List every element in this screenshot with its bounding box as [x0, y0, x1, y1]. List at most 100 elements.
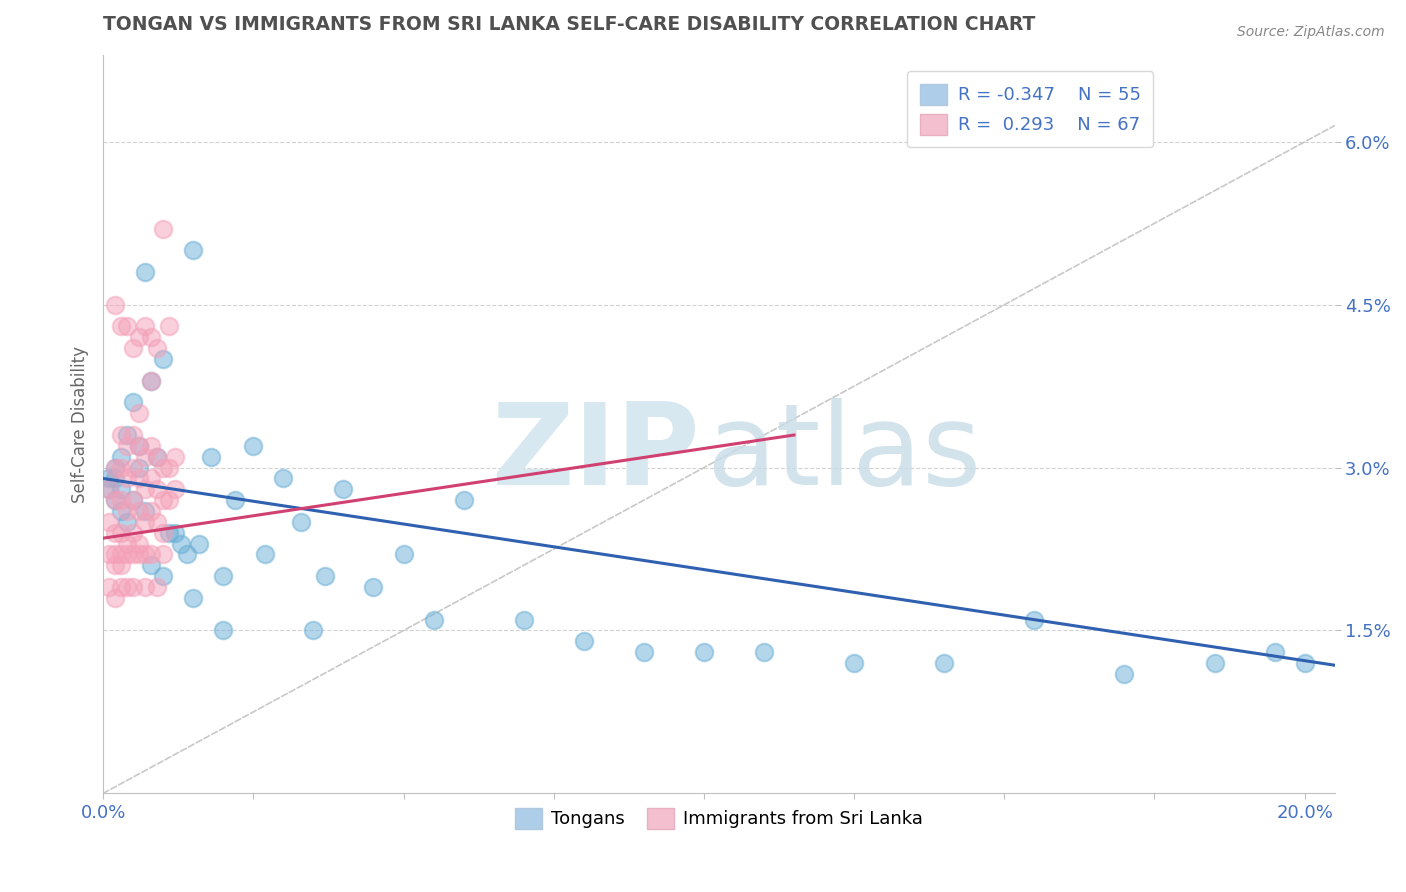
Point: [98, 515, 121, 529]
Point: [152, 221, 174, 235]
Point: [752, 645, 775, 659]
Point: [242, 439, 264, 453]
Point: [141, 548, 163, 562]
Point: [115, 319, 138, 334]
Point: [188, 536, 211, 550]
Point: [170, 536, 193, 550]
Point: [332, 483, 354, 497]
Point: [200, 450, 222, 464]
Point: [134, 450, 156, 464]
Point: [392, 548, 415, 562]
Point: [141, 558, 163, 573]
Point: [453, 493, 475, 508]
Point: [122, 548, 145, 562]
Point: [104, 460, 127, 475]
Text: ZIP: ZIP: [492, 398, 700, 509]
Point: [146, 450, 169, 464]
Point: [104, 548, 127, 562]
Point: [134, 580, 156, 594]
Y-axis label: Self-Care Disability: Self-Care Disability: [72, 346, 89, 503]
Point: [512, 613, 534, 627]
Point: [1114, 667, 1136, 681]
Point: [128, 471, 150, 485]
Point: [141, 374, 163, 388]
Point: [273, 471, 295, 485]
Point: [104, 591, 127, 605]
Point: [98, 483, 121, 497]
Point: [110, 483, 132, 497]
Point: [128, 439, 150, 453]
Text: atlas: atlas: [707, 398, 981, 509]
Point: [181, 591, 204, 605]
Point: [115, 439, 138, 453]
Point: [165, 525, 187, 540]
Point: [152, 525, 174, 540]
Point: [134, 515, 156, 529]
Point: [128, 439, 150, 453]
Point: [122, 525, 145, 540]
Point: [104, 558, 127, 573]
Point: [122, 580, 145, 594]
Point: [212, 624, 235, 638]
Point: [633, 645, 655, 659]
Point: [128, 460, 150, 475]
Point: [122, 493, 145, 508]
Point: [104, 471, 127, 485]
Point: [146, 341, 169, 355]
Point: [115, 471, 138, 485]
Point: [115, 515, 138, 529]
Point: [134, 548, 156, 562]
Point: [110, 558, 132, 573]
Point: [572, 634, 595, 648]
Point: [134, 265, 156, 279]
Point: [152, 460, 174, 475]
Point: [134, 319, 156, 334]
Point: [165, 450, 187, 464]
Point: [290, 515, 312, 529]
Point: [146, 515, 169, 529]
Point: [422, 613, 444, 627]
Point: [110, 428, 132, 442]
Point: [122, 460, 145, 475]
Point: [115, 536, 138, 550]
Point: [146, 450, 169, 464]
Point: [104, 493, 127, 508]
Point: [224, 493, 246, 508]
Point: [122, 428, 145, 442]
Point: [1024, 613, 1046, 627]
Point: [254, 548, 277, 562]
Point: [122, 493, 145, 508]
Point: [146, 483, 169, 497]
Point: [165, 483, 187, 497]
Point: [104, 298, 127, 312]
Point: [104, 493, 127, 508]
Point: [152, 351, 174, 366]
Point: [146, 580, 169, 594]
Point: [98, 471, 121, 485]
Point: [181, 244, 204, 258]
Point: [98, 483, 121, 497]
Legend: Tongans, Immigrants from Sri Lanka: Tongans, Immigrants from Sri Lanka: [508, 801, 929, 836]
Point: [110, 450, 132, 464]
Point: [934, 656, 956, 670]
Point: [141, 374, 163, 388]
Point: [115, 548, 138, 562]
Point: [141, 504, 163, 518]
Point: [314, 569, 336, 583]
Point: [98, 580, 121, 594]
Point: [98, 548, 121, 562]
Point: [115, 580, 138, 594]
Point: [122, 341, 145, 355]
Point: [157, 460, 180, 475]
Text: Source: ZipAtlas.com: Source: ZipAtlas.com: [1237, 25, 1385, 39]
Point: [115, 428, 138, 442]
Text: TONGAN VS IMMIGRANTS FROM SRI LANKA SELF-CARE DISABILITY CORRELATION CHART: TONGAN VS IMMIGRANTS FROM SRI LANKA SELF…: [103, 15, 1035, 34]
Point: [134, 483, 156, 497]
Point: [128, 536, 150, 550]
Point: [842, 656, 865, 670]
Point: [122, 395, 145, 409]
Point: [157, 493, 180, 508]
Point: [110, 548, 132, 562]
Point: [104, 460, 127, 475]
Point: [1294, 656, 1316, 670]
